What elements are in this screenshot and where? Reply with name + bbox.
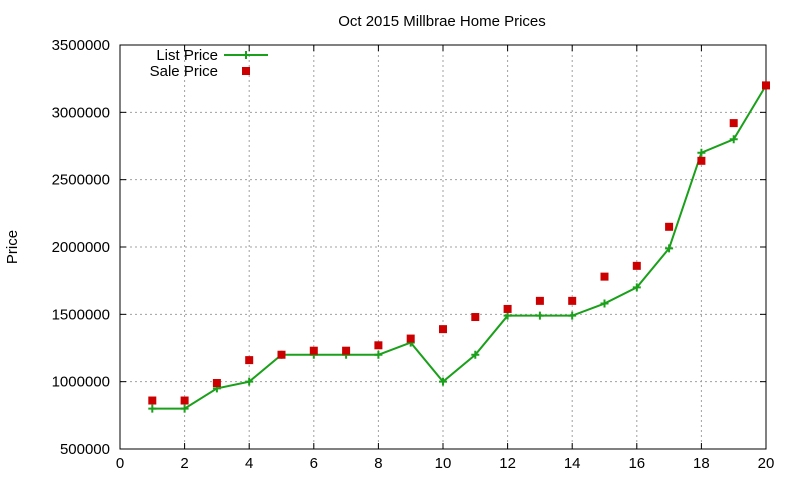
x-tick-label: 6 [310,455,318,472]
sale-price-point [665,222,674,231]
x-tick-label: 0 [116,455,124,472]
x-tick-label: 14 [564,455,581,472]
sale-price-point [277,350,286,359]
list-price-point [439,377,447,386]
list-price-point [148,404,157,413]
x-tick-label: 16 [628,455,645,472]
x-tick-label: 12 [499,455,516,472]
x-tick-label: 4 [245,455,253,472]
x-tick-label: 20 [758,455,775,472]
list-price-point [632,283,641,292]
y-tick-label: 1000000 [52,374,110,391]
legend-label: List Price [156,47,218,64]
y-tick-label: 500000 [60,441,110,458]
list-price-point [729,135,738,144]
sale-price-point [374,341,383,350]
list-price-point [180,404,189,413]
sale-price-point [568,296,577,305]
y-tick-label: 3000000 [52,104,110,121]
y-tick-label: 2000000 [52,239,110,256]
sale-price-point [503,304,512,313]
list-price-point [503,311,512,320]
y-axis-label: Price [4,230,21,264]
sale-price-point [342,346,351,355]
sale-price-point [406,334,415,343]
sale-price-point [180,396,189,405]
list-price-point [568,311,577,320]
sale-price-point [535,296,544,305]
series-line-list-price [152,84,767,410]
x-tick-label: 2 [180,455,188,472]
x-tick-label: 18 [693,455,710,472]
list-price-point [471,350,480,359]
sale-price-point [600,272,609,281]
plot-area [148,81,770,413]
x-tick-label: 8 [374,455,382,472]
legend-square-swatch [242,67,250,75]
sale-price-point [309,346,318,355]
y-tick-label: 3500000 [52,37,110,54]
legend-cross-swatch [242,51,250,59]
sale-price-point [212,379,221,388]
list-price-point [697,148,706,157]
sale-price-point [729,119,738,128]
sale-price-point [439,325,447,334]
sale-price-point [697,156,706,165]
legend-label: Sale Price [150,63,218,80]
list-price-point [535,311,544,320]
sale-price-point [245,356,254,365]
list-price-point [374,350,383,359]
sale-price-point [148,396,157,405]
list-price-point [600,299,609,308]
sale-price-point [762,81,770,90]
y-tick-label: 1500000 [52,306,110,323]
sale-price-point [471,313,480,322]
chart-title: Oct 2015 Millbrae Home Prices [338,13,546,30]
y-tick-label: 2500000 [52,172,110,189]
sale-price-point [632,261,641,270]
list-price-point [245,377,254,386]
axes: 0 2 4 6 8 10 12 14 16 18 20 500000 1000000 1500000 200… [52,37,775,472]
x-tick-label: 10 [435,455,452,472]
list-price-point [665,244,674,253]
